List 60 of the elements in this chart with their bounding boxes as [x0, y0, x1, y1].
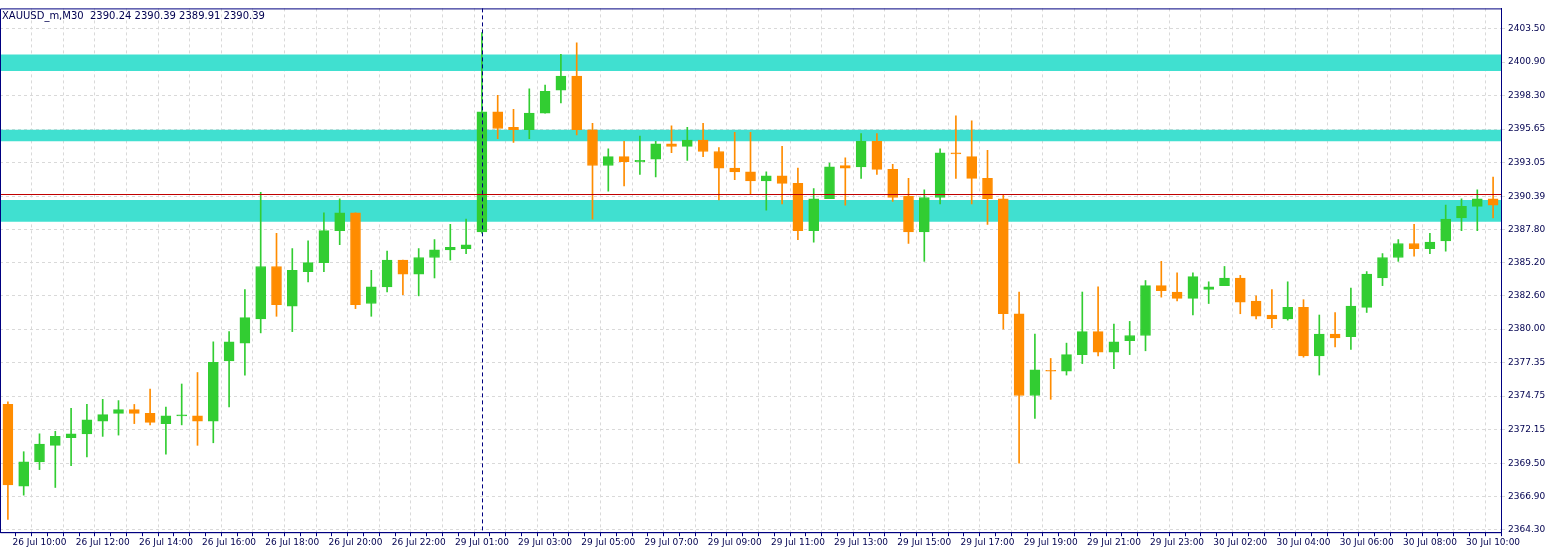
- x-tick-label: 29 Jul 09:00: [707, 536, 762, 547]
- candlestick: [681, 126, 693, 161]
- x-tick-label: 29 Jul 23:00: [1150, 536, 1205, 547]
- x-tick-label: 29 Jul 11:00: [770, 536, 826, 547]
- y-tick-label: 2366.90: [1508, 490, 1546, 501]
- candlestick: [97, 399, 109, 437]
- y-tick-label: 2403.50: [1508, 23, 1546, 34]
- candlestick: [460, 218, 472, 255]
- y-tick-label: 2374.75: [1508, 390, 1546, 401]
- x-tick-label: 29 Jul 19:00: [1023, 536, 1078, 547]
- candlestick: [1155, 261, 1167, 298]
- x-tick-label: 30 Jul 04:00: [1276, 536, 1331, 547]
- y-tick-label: 2369.50: [1508, 457, 1546, 468]
- x-tick-label: 29 Jul 03:00: [518, 536, 573, 547]
- y-tick-label: 2372.15: [1508, 423, 1546, 434]
- x-tick-label: 26 Jul 16:00: [202, 536, 257, 547]
- x-tick-label: 26 Jul 22:00: [391, 536, 446, 547]
- candlestick: [950, 115, 962, 179]
- candlestick: [602, 148, 614, 192]
- chart-title: XAUUSD_m,M30 2390.24 2390.39 2389.91 2390.39: [2, 10, 265, 21]
- x-tick-label: 29 Jul 13:00: [834, 536, 889, 547]
- x-tick-label: 29 Jul 07:00: [644, 536, 699, 547]
- y-tick-label: 2387.80: [1508, 223, 1546, 234]
- candlestick: [49, 430, 61, 488]
- x-tick-label: 29 Jul 01:00: [454, 536, 510, 547]
- candlestick: [1408, 223, 1420, 257]
- y-tick-label: 2400.90: [1508, 56, 1546, 67]
- candlestick: [760, 171, 772, 211]
- candlestick: [176, 383, 188, 426]
- candlestick: [1045, 358, 1057, 400]
- candlestick: [1124, 321, 1136, 355]
- x-tick-label: 30 Jul 10:00: [1466, 536, 1521, 547]
- x-tick-label: 26 Jul 20:00: [328, 536, 383, 547]
- candlestick: [1487, 176, 1499, 219]
- candlestick: [128, 404, 140, 424]
- x-tick-label: 30 Jul 02:00: [1213, 536, 1268, 547]
- x-tick-label: 29 Jul 05:00: [581, 536, 636, 547]
- x-tick-label: 29 Jul 15:00: [897, 536, 952, 547]
- candlestick: [776, 146, 788, 205]
- x-tick-label: 26 Jul 10:00: [12, 536, 67, 547]
- x-tick-label: 26 Jul 14:00: [138, 536, 194, 547]
- candlestick: [302, 240, 314, 283]
- y-tick-label: 2364.30: [1508, 523, 1546, 534]
- x-tick-label: 30 Jul 06:00: [1339, 536, 1394, 547]
- y-tick-label: 2398.30: [1508, 89, 1546, 100]
- y-tick-label: 2380.00: [1508, 323, 1546, 334]
- y-tick-label: 2385.20: [1508, 256, 1546, 267]
- x-tick-label: 26 Jul 12:00: [75, 536, 130, 547]
- x-tick-label: 29 Jul 21:00: [1086, 536, 1142, 547]
- y-tick-label: 2377.35: [1508, 357, 1546, 368]
- candlestick: [65, 407, 77, 467]
- y-tick-label: 2393.05: [1508, 156, 1546, 167]
- candlestick: [618, 140, 630, 187]
- x-tick-label: 26 Jul 18:00: [265, 536, 320, 547]
- x-tick-label: 29 Jul 17:00: [960, 536, 1015, 547]
- y-tick-label: 2390.39: [1508, 190, 1546, 201]
- x-tick-label: 30 Jul 08:00: [1402, 536, 1458, 547]
- y-tick-label: 2395.65: [1508, 123, 1546, 134]
- y-tick-label: 2382.60: [1508, 290, 1546, 301]
- candlestick: [1471, 189, 1483, 232]
